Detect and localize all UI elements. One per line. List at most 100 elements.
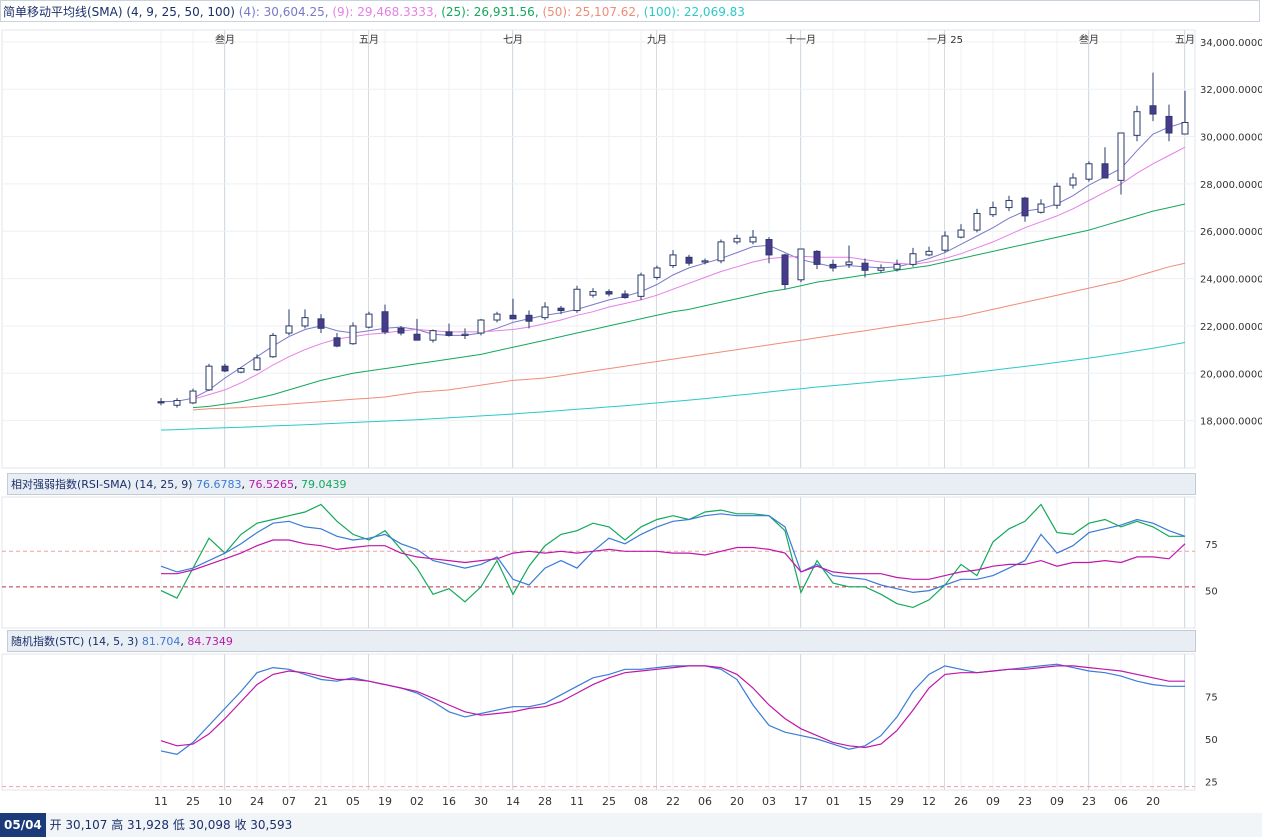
candle-body: [269, 334, 277, 358]
candle-body: [893, 263, 901, 270]
candle-body: [829, 263, 837, 269]
candle-body: [861, 262, 869, 271]
candle: [157, 398, 165, 406]
candle: [429, 329, 437, 343]
stc-y-tick-label: 75: [1205, 693, 1218, 704]
stc-k-value: 81.704: [141, 635, 181, 648]
stc-d-value: 84.7349: [187, 635, 233, 648]
x-tick-label: 09: [986, 795, 1000, 808]
candle-body: [477, 319, 485, 334]
candle-body: [733, 237, 741, 243]
candle: [493, 311, 501, 323]
candle-body: [1053, 185, 1061, 206]
candle: [605, 289, 613, 297]
x-tick-label: 02: [410, 795, 424, 808]
candle: [893, 259, 901, 272]
candle: [717, 239, 725, 264]
x-tick-label: 29: [890, 795, 904, 808]
candle-body: [573, 288, 581, 312]
candle: [221, 363, 229, 373]
candle: [685, 254, 693, 266]
rsi-pane: [1, 496, 1196, 629]
candle-body: [669, 254, 677, 267]
candle-body: [1133, 111, 1141, 136]
rsi-panel-header: 相对强弱指数(RSI-SMA) (14, 25, 9) 76.6783, 76.…: [7, 473, 1196, 495]
candle: [1165, 104, 1173, 142]
x-tick-label: 24: [250, 795, 264, 808]
candle-body: [205, 365, 213, 391]
candle-body: [493, 313, 501, 321]
candle: [989, 201, 997, 218]
month-label: 九月: [647, 34, 667, 46]
candle: [909, 247, 917, 267]
stc-y-tick-label: 25: [1205, 778, 1218, 789]
x-tick-label: 05: [346, 795, 360, 808]
candle: [1069, 173, 1077, 189]
candle: [477, 318, 485, 336]
rsi-y-tick-label: 75: [1205, 540, 1218, 551]
candle-body: [925, 250, 933, 256]
stc-header-prefix: 随机指数(STC) (14, 5, 3): [11, 635, 139, 648]
month-label: 五月: [359, 34, 379, 46]
candle: [733, 234, 741, 245]
candle-body: [1117, 132, 1125, 181]
candle: [1101, 147, 1109, 179]
rsi-sma1-value: 76.5265: [248, 478, 294, 491]
x-tick-label: 26: [954, 795, 968, 808]
candle: [333, 333, 341, 348]
candle-body: [1149, 105, 1157, 115]
candle-body: [941, 235, 949, 251]
candle: [765, 237, 773, 264]
candle-body: [285, 325, 293, 334]
status-date: 05/04: [0, 813, 46, 837]
y-tick-label: 30,000.0000: [1200, 133, 1262, 144]
rsi-series-line: [160, 513, 1186, 594]
x-tick-label: 25: [602, 795, 616, 808]
sma-legend-item-4: (4): 30,604.25,: [238, 5, 329, 19]
x-tick-label: 28: [538, 795, 552, 808]
x-tick-label: 15: [858, 795, 872, 808]
x-tick-label: 12: [922, 795, 936, 808]
month-label: 七月: [503, 34, 523, 46]
candle: [573, 285, 581, 313]
sma-legend-item-100: (100): 22,069.83: [643, 5, 745, 19]
candle-body: [717, 241, 725, 262]
candle-body: [765, 239, 773, 256]
stc-panel-header: 随机指数(STC) (14, 5, 3) 81.704, 84.7349: [7, 630, 1196, 652]
rsi-y-tick-label: 50: [1205, 587, 1218, 598]
candle-body: [973, 212, 981, 231]
y-tick-label: 22,000.0000: [1200, 322, 1262, 333]
sma-line: [160, 121, 1186, 403]
y-tick-label: 20,000.0000: [1200, 369, 1262, 380]
stc-y-tick-label: 50: [1205, 735, 1218, 746]
candle: [1149, 72, 1157, 122]
candle: [669, 250, 677, 268]
sma-line: [192, 146, 1186, 400]
x-tick-label: 23: [1018, 795, 1032, 808]
candle-body: [957, 229, 965, 238]
y-tick-label: 28,000.0000: [1200, 180, 1262, 191]
candle-body: [253, 357, 261, 371]
x-tick-label: 10: [218, 795, 232, 808]
candle: [525, 310, 533, 329]
candle-body: [845, 261, 853, 265]
x-tick-label: 30: [474, 795, 488, 808]
candle: [269, 333, 277, 358]
candle: [365, 311, 373, 329]
candle-body: [1005, 199, 1013, 209]
candle: [957, 224, 965, 239]
rsi-series-line: [161, 539, 1186, 580]
sma-legend-item-9: (9): 29,468.3333,: [332, 5, 438, 19]
sma-legend-item-50: (50): 25,107.62,: [542, 5, 640, 19]
candle: [797, 248, 805, 283]
candle: [381, 304, 389, 335]
x-tick-label: 14: [506, 795, 520, 808]
stc-series-line: [160, 665, 1185, 749]
candle: [349, 322, 357, 345]
candle-body: [557, 307, 565, 312]
candle-body: [301, 317, 309, 327]
candle: [813, 250, 821, 270]
x-tick-label: 20: [730, 795, 744, 808]
sma-legend: 简单移动平均线(SMA) (4, 9, 25, 50, 100) (4): 30…: [0, 0, 1260, 22]
